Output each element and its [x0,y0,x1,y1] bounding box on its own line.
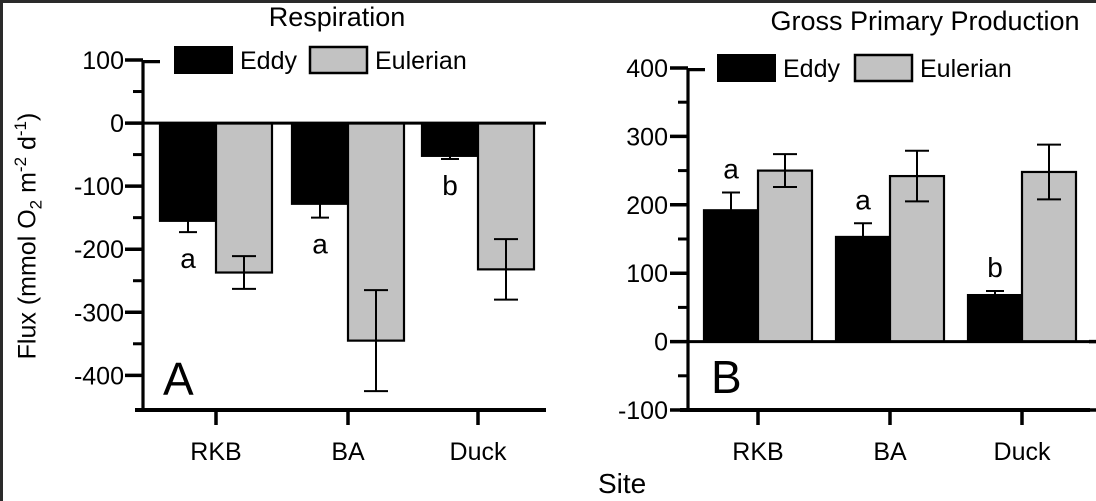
x-axis-label: Site [598,468,647,499]
panel-a-title: Respiration [269,2,406,32]
y-tick-label: -400 [74,362,124,390]
panel-a-letter: A [163,353,194,405]
y-tick-label: 0 [654,329,668,357]
legend-label-eddy: Eddy [783,55,840,83]
legend-swatch-eulerian [853,53,914,83]
x-category-label: Duck [994,438,1051,466]
legend-label-eulerian: Eulerian [375,47,467,75]
y-tick-label: 200 [626,192,668,220]
bar-eddy-rkb [702,209,760,343]
legend-swatch-eddy [174,46,233,74]
panel-a-legend: Eddy Eulerian [174,45,467,75]
y-tick-label: -300 [74,299,124,327]
bar-eulerian-rkb [756,169,814,343]
bar-eddy-duck [420,121,480,157]
bar-eddy-duck [966,293,1024,343]
x-category-label: BA [873,438,907,466]
legend-label-eddy: Eddy [240,47,297,75]
panel-b-plot: 400 300 200 100 0 -100 RKB BA Duck a a b [618,55,1096,466]
sig-letter-rkb: a [723,153,739,184]
x-category-label: RKB [732,438,783,466]
sig-letter-rkb: a [180,243,196,274]
bar-eddy-rkb [158,121,218,222]
y-tick-label: 300 [626,123,668,151]
y-axis-label-text: Flux (mmol O [13,209,42,360]
figure-border-top [0,0,1096,3]
sig-letter-ba: a [312,229,328,260]
y-tick-label: 0 [110,110,124,138]
y-axis-label: Flux (mmol O2 m-2 d-1) [11,112,46,360]
panel-b-letter: B [711,351,742,403]
panel-b-title: Gross Primary Production [770,6,1079,36]
x-category-label: RKB [190,438,241,466]
bar-eddy-ba [834,235,892,343]
legend-swatch-eulerian [308,45,369,75]
legend-swatch-eddy [717,54,776,82]
bar-eddy-ba [290,121,350,205]
bar-eulerian-rkb [214,121,274,274]
y-tick-label: -200 [74,236,124,264]
sig-letter-duck: b [987,252,1003,283]
y-tick-label: 100 [626,260,668,288]
panel-a-plot: 100 0 -100 -200 -300 -400 RKB BA Duck a a b [74,47,546,466]
x-category-label: Duck [450,438,507,466]
y-tick-label: -100 [74,173,124,201]
figure-border-left [0,0,3,501]
bar-eulerian-ba [888,174,946,343]
panel-b-legend: Eddy Eulerian [717,53,1012,83]
y-tick-label: 100 [82,47,124,75]
y-tick-label: -100 [618,397,668,425]
sig-letter-duck: b [442,170,458,201]
x-category-label: BA [331,438,365,466]
y-tick-label: 400 [626,55,668,83]
sig-letter-ba: a [855,184,871,215]
legend-label-eulerian: Eulerian [920,55,1012,83]
